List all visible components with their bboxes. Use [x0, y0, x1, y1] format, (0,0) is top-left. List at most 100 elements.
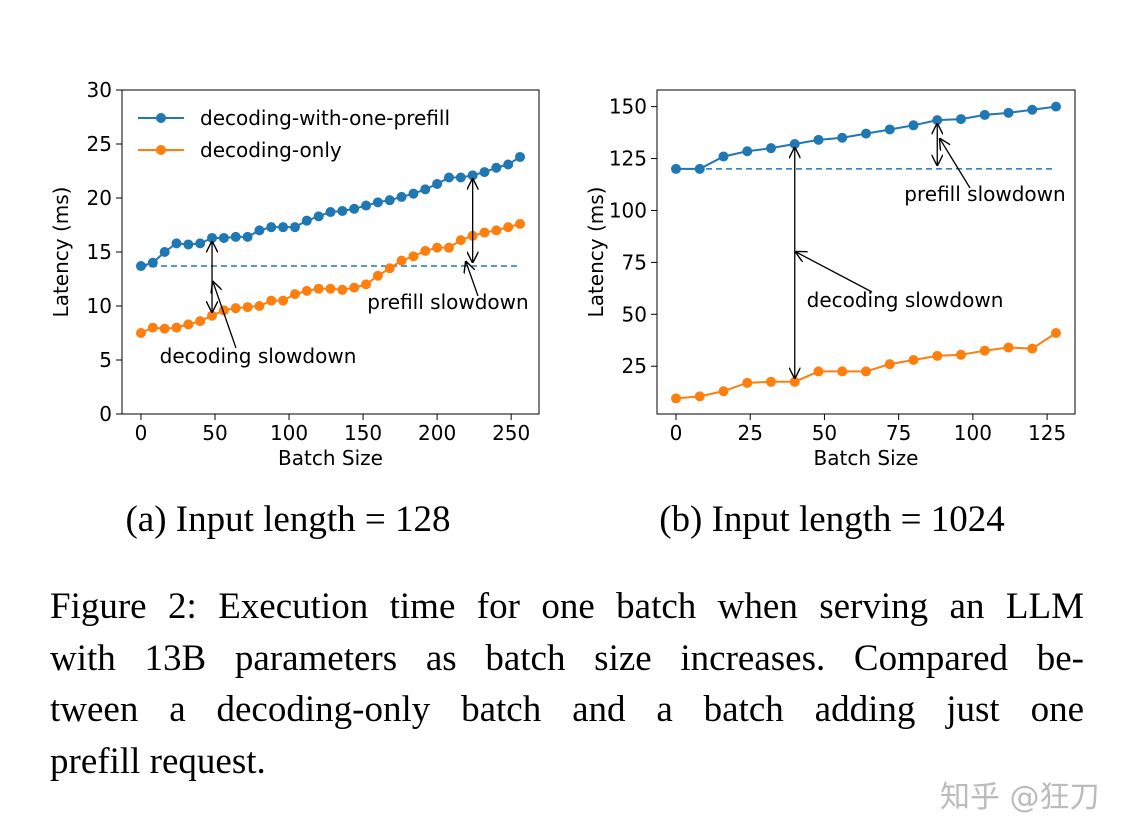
point [789, 139, 800, 149]
point [979, 345, 990, 356]
x-tick-label: 25 [737, 421, 762, 445]
point [742, 377, 753, 388]
point [195, 316, 206, 327]
point [1003, 342, 1014, 353]
point [207, 310, 218, 321]
point [337, 205, 348, 216]
point [242, 302, 253, 313]
point [396, 191, 407, 202]
point [278, 295, 289, 306]
y-tick-label: 150 [609, 95, 647, 119]
point [242, 231, 253, 242]
point [1027, 343, 1038, 354]
point [147, 257, 158, 268]
legend-marker [156, 113, 166, 123]
point [443, 242, 454, 253]
y-tick-label: 10 [87, 294, 112, 318]
point [884, 359, 895, 370]
point [135, 261, 146, 272]
point [325, 283, 336, 294]
caption-line: prefill request. [50, 741, 266, 782]
plot-frame [656, 89, 1076, 415]
caption-line: tween a decoding-only batch and a batch … [50, 689, 1084, 730]
y-tick-label: 125 [609, 147, 647, 171]
point [671, 393, 681, 404]
point [491, 225, 502, 236]
x-tick-label: 100 [270, 421, 308, 445]
point [135, 328, 146, 338]
x-axis-label: Batch Size [278, 446, 383, 470]
annotation: prefill slowdown [904, 182, 1065, 206]
x-tick-label: 0 [670, 421, 683, 445]
point [349, 282, 360, 293]
point [503, 222, 514, 233]
point [266, 222, 277, 233]
x-tick-label: 50 [812, 421, 837, 445]
point [384, 195, 395, 206]
point [467, 170, 478, 181]
caption-line: Figure 2: Execution time for one batch w… [50, 586, 1084, 627]
point [396, 255, 407, 266]
watermark: 知乎 @狂刀 [940, 780, 1100, 815]
point [932, 115, 943, 126]
y-tick-label: 15 [87, 240, 112, 264]
pointer-arrow [466, 262, 479, 297]
pointer-arrow [940, 139, 971, 189]
x-tick-label: 75 [886, 421, 911, 445]
point [479, 167, 490, 178]
point [361, 200, 372, 211]
y-tick-label: 75 [622, 250, 647, 274]
legend-label: decoding-only [200, 138, 342, 162]
y-tick-label: 20 [87, 186, 112, 210]
point [337, 284, 348, 295]
y-tick-label: 50 [622, 302, 647, 326]
point [432, 178, 443, 189]
point [159, 323, 170, 334]
subcaption: (b) Input length = 1024 [659, 499, 1005, 540]
x-tick-label: 250 [492, 421, 530, 445]
point [766, 143, 776, 154]
plot-frame [121, 89, 540, 415]
point [443, 172, 454, 183]
point [230, 231, 241, 242]
point [361, 279, 372, 290]
legend-marker [156, 145, 166, 155]
point [694, 391, 705, 402]
point [455, 172, 466, 183]
point [1027, 104, 1038, 115]
point [1051, 328, 1061, 338]
annotation: decoding slowdown [807, 288, 1004, 312]
point [1003, 107, 1014, 118]
point [455, 235, 466, 246]
point [718, 151, 729, 162]
legend-label: decoding-with-one-prefill [200, 106, 450, 130]
point [813, 366, 824, 377]
point [503, 159, 514, 170]
point [694, 163, 705, 174]
point [183, 319, 194, 330]
point [979, 109, 990, 120]
point [254, 225, 265, 236]
point [325, 207, 336, 218]
point [313, 211, 324, 222]
y-tick-label: 25 [87, 132, 112, 156]
y-tick-label: 0 [99, 402, 112, 426]
point [159, 247, 170, 257]
point [837, 132, 848, 143]
point [384, 263, 395, 274]
point [742, 146, 753, 157]
point [491, 162, 502, 173]
x-tick-label: 200 [418, 421, 456, 445]
point [884, 124, 895, 135]
y-tick-label: 25 [622, 354, 647, 378]
point [301, 215, 312, 226]
point [289, 222, 300, 233]
point [408, 188, 419, 199]
point [432, 242, 443, 253]
point [956, 349, 966, 360]
point [254, 301, 265, 311]
y-axis-label: Latency (ms) [584, 187, 608, 318]
series-line [675, 332, 1057, 400]
